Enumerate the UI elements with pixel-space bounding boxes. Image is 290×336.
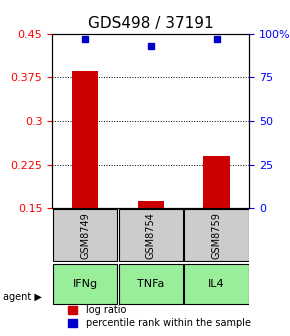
Text: IFNg: IFNg [72,279,98,289]
Text: GSM8759: GSM8759 [211,212,222,259]
Text: TNFa: TNFa [137,279,164,289]
Text: GSM8749: GSM8749 [80,212,90,259]
FancyBboxPatch shape [53,264,117,304]
FancyBboxPatch shape [119,264,183,304]
Bar [72,72,98,208]
Bar [203,156,230,208]
Legend: log ratio, percentile rank within the sample: log ratio, percentile rank within the sa… [65,302,254,331]
FancyBboxPatch shape [119,209,183,261]
FancyBboxPatch shape [184,264,249,304]
Text: IL4: IL4 [208,279,225,289]
FancyBboxPatch shape [184,209,249,261]
FancyBboxPatch shape [53,209,117,261]
Text: agent ▶: agent ▶ [3,292,42,302]
Title: GDS498 / 37191: GDS498 / 37191 [88,16,214,31]
Bar [138,201,164,208]
Text: GSM8754: GSM8754 [146,212,156,259]
